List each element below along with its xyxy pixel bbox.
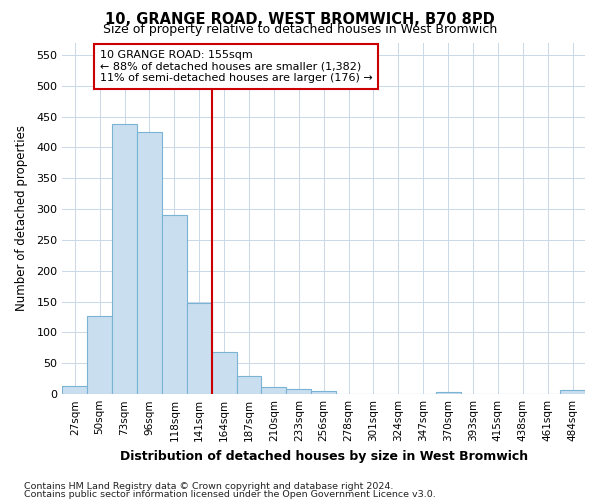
Bar [311,391,336,394]
Text: 10 GRANGE ROAD: 155sqm
← 88% of detached houses are smaller (1,382)
11% of semi-: 10 GRANGE ROAD: 155sqm ← 88% of detached… [100,50,373,83]
Bar [560,390,585,394]
Bar [162,214,187,394]
Bar [137,132,162,394]
Bar [112,124,137,394]
Bar [262,387,286,394]
Bar [212,352,236,394]
Text: Contains HM Land Registry data © Crown copyright and database right 2024.: Contains HM Land Registry data © Crown c… [24,482,394,491]
Bar [286,389,311,394]
X-axis label: Distribution of detached houses by size in West Bromwich: Distribution of detached houses by size … [119,450,528,462]
Bar [87,316,112,394]
Bar [62,386,87,394]
Text: Size of property relative to detached houses in West Bromwich: Size of property relative to detached ho… [103,22,497,36]
Y-axis label: Number of detached properties: Number of detached properties [15,126,28,312]
Bar [187,303,212,394]
Text: Contains public sector information licensed under the Open Government Licence v3: Contains public sector information licen… [24,490,436,499]
Bar [236,376,262,394]
Bar [436,392,461,394]
Text: 10, GRANGE ROAD, WEST BROMWICH, B70 8PD: 10, GRANGE ROAD, WEST BROMWICH, B70 8PD [105,12,495,28]
